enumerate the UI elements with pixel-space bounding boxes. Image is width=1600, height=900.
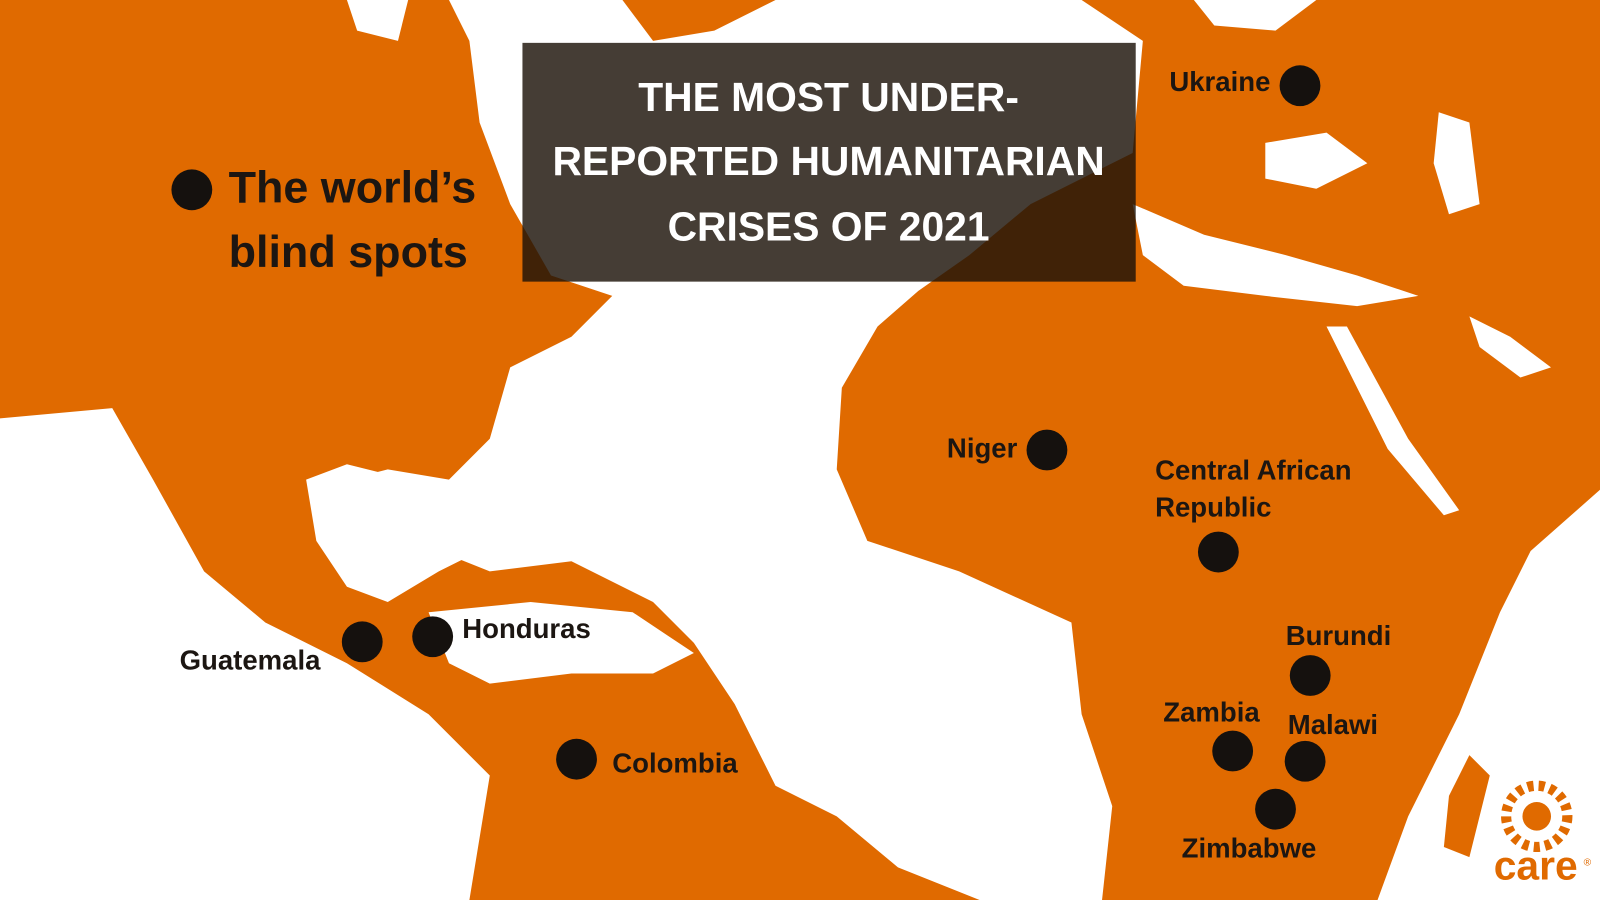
marker-label: Zimbabwe (1182, 832, 1317, 863)
marker-label: Guatemala (180, 645, 322, 676)
marker-label: Niger (947, 432, 1018, 463)
legend-dot (171, 169, 213, 211)
caspian (1433, 112, 1480, 215)
hudson (346, 0, 409, 41)
marker-label: Honduras (462, 613, 591, 644)
marker-label: Burundi (1286, 620, 1392, 651)
marker-dot (1255, 788, 1296, 830)
marker-dot (1284, 740, 1326, 782)
logo-center (1522, 802, 1552, 831)
logo-mark: ® (1584, 857, 1592, 868)
marker-label: Zambia (1163, 697, 1260, 728)
madagascar (1443, 755, 1490, 858)
logo: care ® (1494, 780, 1592, 889)
marker-label: Malawi (1288, 709, 1378, 740)
marker-dot (412, 616, 454, 658)
red-sea (1326, 326, 1460, 516)
black-sea (1265, 132, 1368, 189)
caribbean (428, 602, 694, 684)
marker-dot (1197, 531, 1239, 573)
title-line: REPORTED HUMANITARIAN (552, 138, 1104, 184)
title-line: CRISES OF 2021 (668, 203, 990, 249)
marker-label: Colombia (612, 748, 738, 779)
logo-burst (1501, 780, 1573, 853)
marker-dot (1212, 730, 1254, 772)
marker-dot (1289, 655, 1331, 696)
indian (1377, 489, 1600, 900)
gulf-persia (1469, 316, 1552, 378)
marker-dot (1279, 65, 1321, 107)
marker-label: Republic (1155, 491, 1271, 522)
legend-label: blind spots (229, 226, 468, 277)
marker-label: Central African (1155, 455, 1351, 486)
marker-dot (556, 738, 597, 780)
gulf (306, 464, 480, 603)
marker-dot (1026, 429, 1068, 471)
legend-label: The world’s (229, 162, 477, 213)
marker-label: Ukraine (1169, 66, 1270, 97)
pacific (0, 408, 490, 900)
logo-text: care (1494, 843, 1578, 889)
title-box (522, 42, 1136, 282)
title-line: THE MOST UNDER- (638, 74, 1019, 120)
marker-dot (341, 621, 383, 663)
mediterranean (1132, 204, 1419, 307)
